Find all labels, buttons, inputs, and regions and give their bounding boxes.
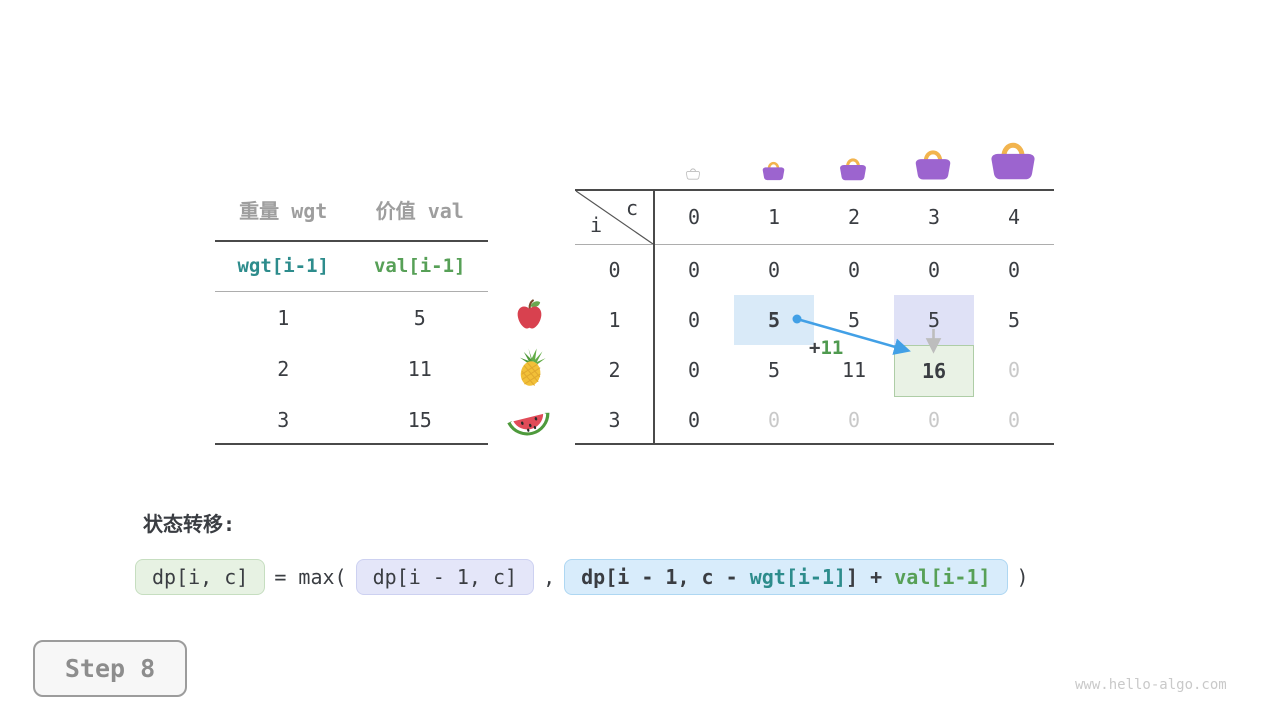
items-table-header: 重量 wgt 价值 val [215, 195, 488, 224]
formula-lhs-box: dp[i, c] [135, 559, 266, 595]
row-var-label: i [590, 213, 603, 237]
formula-comma: , [543, 565, 556, 589]
dp-cell-1-1: 5 [734, 295, 814, 345]
transition-title: 状态转移: [143, 512, 236, 536]
dp-table-bottom-rule [575, 443, 1054, 445]
items-rows: 1 5 2 11 3 15 [215, 292, 488, 445]
dp-col-header-1: 1 [767, 205, 781, 229]
item-weight: 3 [277, 407, 290, 432]
arg2-prefix: dp[i - 1, c - [581, 565, 750, 589]
step-badge: Step 8 [33, 640, 187, 697]
val-expression: val[i-1] [373, 255, 466, 277]
dp-row-header-3: 3 [608, 408, 621, 432]
dp-cell-3-2: 0 [847, 408, 861, 432]
dp-col-headers: 0 1 2 3 4 [654, 190, 1054, 245]
item-value: 5 [413, 305, 426, 330]
items-table-subheader: wgt[i-1] val[i-1] [215, 255, 488, 277]
item-value: 15 [407, 407, 432, 432]
arg2-wgt-term: wgt[i-1] [749, 565, 847, 589]
dp-col-header-3: 3 [927, 205, 941, 229]
corner-diagonal-line [575, 190, 654, 245]
bag-icon-capacity-4 [988, 135, 1038, 181]
added-value: 11 [820, 337, 844, 359]
watermark: www.hello-algo.com [1075, 677, 1227, 693]
dp-table-vertical-rule [653, 190, 655, 445]
item-row-2: 3 15 [215, 394, 488, 445]
dp-col-header-0: 0 [687, 205, 701, 229]
dp-table-top-rule [575, 189, 1054, 191]
dp-cell-2-1: 5 [767, 358, 781, 382]
transition-formula: dp[i, c] = max( dp[i - 1, c] , dp[i - 1,… [135, 559, 1038, 595]
dp-cell-3-1: 0 [767, 408, 781, 432]
arg2-val-term: val[i-1] [894, 565, 991, 589]
dp-cell-2-4: 0 [1007, 358, 1021, 382]
dp-cell-0-2: 0 [847, 258, 861, 282]
plus-sign: + [809, 337, 821, 359]
formula-arg2-box: dp[i - 1, c - wgt[i-1]] + val[i-1] [564, 559, 1008, 595]
items-table-top-rule [215, 240, 488, 242]
apple-icon [514, 298, 545, 331]
item-weight: 1 [277, 305, 290, 330]
dp-col-header-4: 4 [1007, 205, 1021, 229]
item-weight: 2 [277, 356, 290, 381]
value-column-header: 价值 val [375, 199, 464, 223]
bag-outline-icon [685, 165, 701, 180]
dp-row-headers: 0 1 2 3 [575, 245, 654, 445]
dp-col-header-2: 2 [847, 205, 861, 229]
dp-cell-3-4: 0 [1007, 408, 1021, 432]
bag-icon-capacity-1 [761, 158, 786, 181]
dp-cell-3-0: 0 [687, 408, 701, 432]
dp-row-header-2: 2 [608, 358, 621, 382]
dp-cell-0-1: 0 [767, 258, 781, 282]
formula-close-paren: ) [1016, 565, 1029, 589]
watermelon-icon [507, 404, 552, 441]
dp-cell-1-0: 0 [687, 308, 701, 332]
item-value: 11 [407, 356, 432, 381]
bag-icon-capacity-3 [913, 144, 953, 181]
bag-icon-capacity-2 [838, 154, 868, 181]
pineapple-icon [514, 346, 549, 389]
weight-column-header: 重量 wgt [239, 199, 328, 223]
dp-row-header-0: 0 [608, 258, 621, 282]
col-var-label: c [625, 196, 638, 220]
dp-cell-2-3: 16 [894, 345, 974, 397]
dp-corner-cell: c i [575, 190, 654, 245]
items-table-bottom-rule [215, 443, 488, 445]
dp-cell-0-0: 0 [687, 258, 701, 282]
add-value-annotation: +11 [809, 337, 843, 359]
dp-cell-2-0: 0 [687, 358, 701, 382]
dp-cell-2-2: 11 [841, 358, 867, 382]
item-row-1: 2 11 [215, 343, 488, 394]
arg2-plus: ] + [846, 565, 895, 589]
formula-operator: = max( [274, 565, 347, 589]
wgt-expression: wgt[i-1] [237, 255, 329, 277]
dp-cell-3-3: 0 [927, 408, 941, 432]
dp-cell-1-4: 5 [1007, 308, 1021, 332]
dp-cell-1-3: 5 [894, 295, 974, 345]
dp-grid: 0 0 0 0 0 0 5 5 5 5 0 5 11 16 0 0 0 0 0 0 [654, 245, 1054, 445]
dp-table-mid-rule [575, 244, 1054, 245]
formula-arg1-box: dp[i - 1, c] [355, 559, 535, 595]
items-table-mid-rule [215, 291, 488, 292]
dp-cell-0-4: 0 [1007, 258, 1021, 282]
dp-row-header-1: 1 [608, 308, 621, 332]
dp-cell-0-3: 0 [927, 258, 941, 282]
